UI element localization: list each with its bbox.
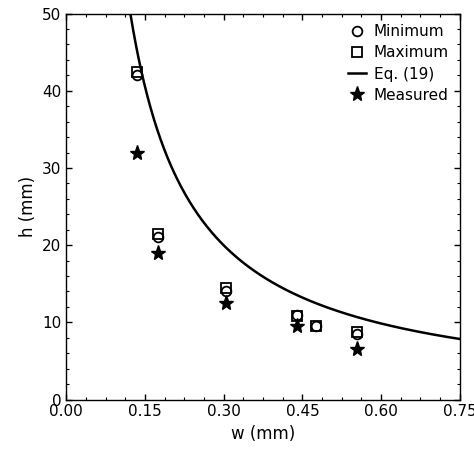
- X-axis label: w (mm): w (mm): [231, 425, 295, 443]
- Legend: Minimum, Maximum, Eq. (19), Measured: Minimum, Maximum, Eq. (19), Measured: [345, 21, 452, 106]
- Y-axis label: h (mm): h (mm): [18, 176, 36, 237]
